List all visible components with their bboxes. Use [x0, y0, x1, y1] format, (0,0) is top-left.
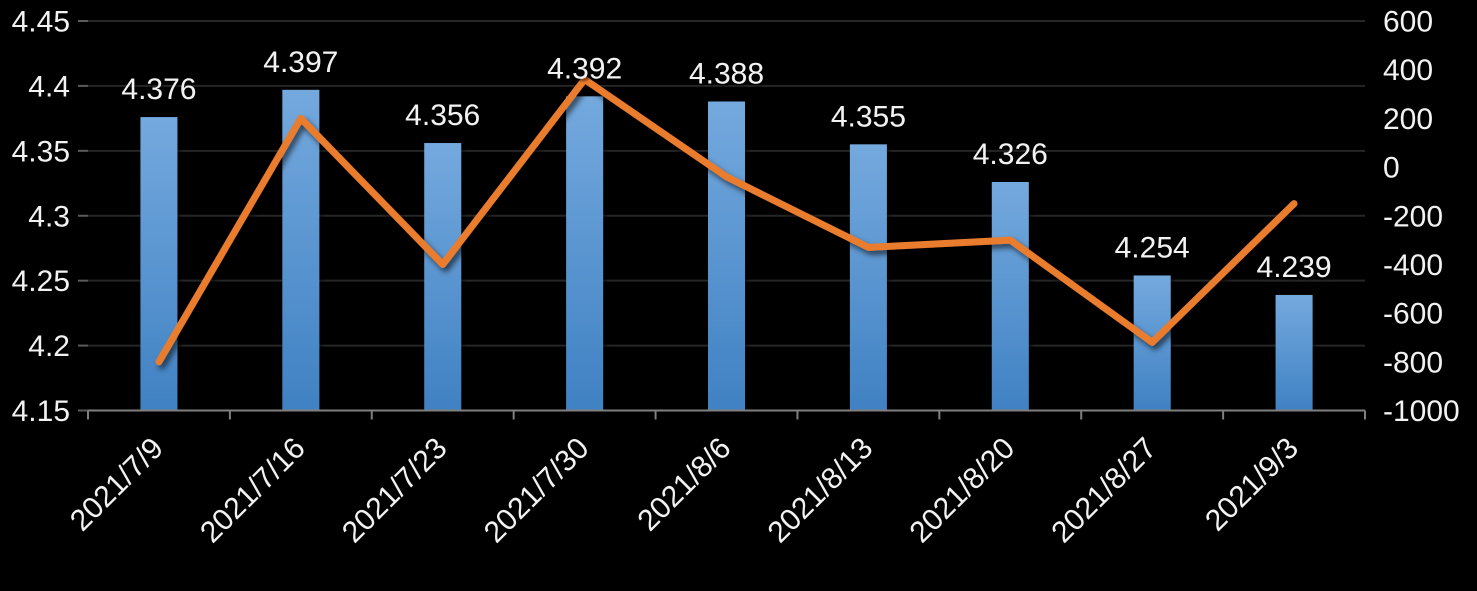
left-axis-label: 4.15 [12, 395, 70, 428]
left-axis-label: 4.45 [12, 6, 70, 39]
right-axis-label: 200 [1383, 103, 1433, 136]
left-axis-label: 4.3 [28, 200, 70, 233]
x-axis-label: 2021/8/20 [904, 432, 1022, 550]
left-axis-label: 4.2 [28, 330, 70, 363]
right-axis-label: -1000 [1383, 395, 1460, 428]
x-axis-label: 2021/8/27 [1045, 432, 1163, 550]
right-axis-label: -200 [1383, 200, 1443, 233]
right-axis-label: 0 [1383, 152, 1400, 185]
bar-value-label: 4.376 [121, 73, 196, 106]
bar-value-label: 4.388 [689, 57, 764, 90]
x-axis-label: 2021/7/30 [478, 432, 596, 550]
left-axis-label: 4.4 [28, 70, 70, 103]
x-axis-label: 2021/7/9 [64, 432, 170, 538]
x-axis-label: 2021/8/13 [762, 432, 880, 550]
bar-value-label: 4.239 [1257, 251, 1332, 284]
bar-value-label: 4.356 [405, 99, 480, 132]
left-axis-label: 4.25 [12, 265, 70, 298]
bar [140, 117, 178, 411]
bar [566, 96, 604, 411]
right-axis-label: -400 [1383, 249, 1443, 282]
right-axis-label: -800 [1383, 346, 1443, 379]
bar [849, 144, 887, 411]
bar-value-label: 4.326 [973, 138, 1048, 171]
x-axis-label: 2021/7/16 [194, 432, 312, 550]
bar-value-label: 4.392 [547, 52, 622, 85]
bar [991, 181, 1029, 411]
bar [708, 101, 745, 411]
line-series [155, 75, 1298, 366]
x-axis-label: 2021/9/3 [1199, 432, 1305, 538]
x-axis-label: 2021/8/6 [632, 432, 738, 538]
right-axis-label: 600 [1383, 6, 1433, 39]
x-axis-label: 2021/7/23 [336, 432, 454, 550]
bar-value-label: 4.254 [1115, 231, 1190, 264]
bar [1275, 294, 1313, 411]
right-axis-label: -600 [1383, 298, 1443, 331]
bar-value-label: 4.355 [831, 100, 906, 133]
right-axis-label: 400 [1383, 54, 1433, 87]
bar-value-label: 4.397 [263, 46, 338, 79]
left-axis-label: 4.35 [12, 135, 70, 168]
bar [424, 143, 462, 411]
